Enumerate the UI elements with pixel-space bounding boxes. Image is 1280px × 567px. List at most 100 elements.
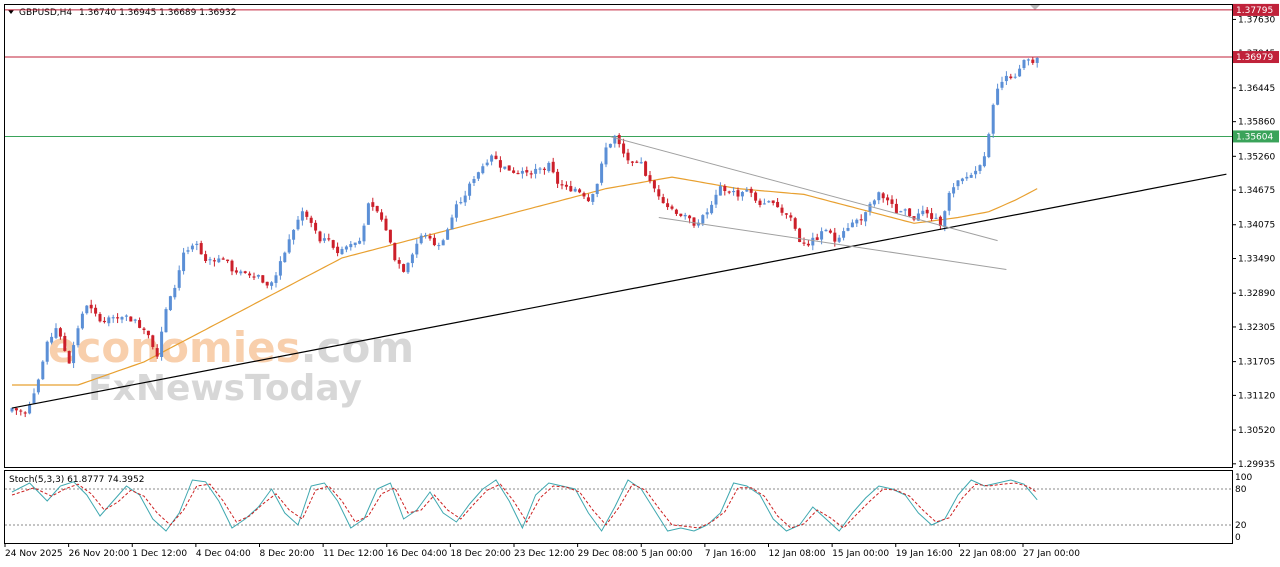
bull-candle [10,408,14,412]
shift-marker-icon[interactable] [1030,5,1040,10]
bull-candle [274,275,278,283]
bear-candle [798,228,802,243]
support-level-box [1233,130,1279,143]
bull-candle [732,190,736,193]
time-tick-label: 8 Dec 20:00 [260,549,315,559]
bull-candle [292,229,296,240]
bull-candle [124,315,128,317]
bull-candle [41,361,45,380]
bull-candle [366,203,370,225]
bear-candle [393,242,397,261]
bear-candle [886,197,890,201]
time-tick-label: 15 Jan 00:00 [832,549,889,559]
bull-candle [639,162,643,164]
bull-candle [996,88,1000,105]
resistance-level-box [1233,51,1279,64]
bull-candle [974,170,978,175]
bear-candle [151,335,155,347]
time-tick-label: 7 Jan 16:00 [705,549,757,559]
bull-candle [182,252,186,272]
bear-candle [776,201,780,208]
bear-candle [908,208,912,217]
bear-candle [384,218,388,231]
bull-candle [705,212,709,215]
bear-candle [67,351,71,364]
bear-candle [23,412,27,414]
watermark: economies.com FxNewsToday [48,323,414,409]
stoch-tick-label: 80 [1235,485,1247,495]
bull-candle [195,243,199,245]
bear-candle [261,275,265,283]
bull-candle [1035,57,1039,63]
bear-candle [397,260,401,264]
bull-candle [446,229,450,240]
bull-candle [28,404,32,414]
resistance-level-label: 1.36979 [1236,53,1273,63]
bull-candle [278,261,282,276]
stoch-main-line[interactable] [11,479,1038,532]
bear-candle [793,218,797,229]
ascending-trendline[interactable] [11,173,1227,409]
channel-line[interactable] [610,136,998,242]
bear-candle [155,348,159,357]
stoch-signal-line[interactable] [11,482,1038,529]
bull-candle [76,328,80,346]
bull-candle [1013,76,1017,78]
svg-text:economies.com: economies.com [48,323,414,372]
bear-candle [58,328,62,337]
bear-candle [138,320,142,328]
bull-candle [710,204,714,214]
bear-candle [859,219,863,221]
bull-candle [362,225,366,242]
bull-candle [454,204,458,218]
bull-candle [190,245,194,250]
bear-candle [204,254,208,261]
bear-candle [221,258,225,260]
header-ohlc: 1.36740 1.36945 1.36689 1.36932 [79,8,236,18]
time-tick-label: 5 Jan 00:00 [641,549,693,559]
time-tick-label: 1 Dec 12:00 [132,549,187,559]
bull-candle [107,317,111,324]
bear-candle [248,273,252,276]
bull-candle [410,254,414,264]
bear-candle [116,317,120,319]
bull-candle [842,231,846,238]
bull-candle [978,165,982,171]
bear-candle [129,316,133,322]
collapse-triangle-icon[interactable] [8,10,14,14]
bear-candle [1031,59,1035,63]
bull-candle [485,162,489,166]
bull-candle [111,317,115,319]
bear-candle [243,271,247,273]
price-tick-label: 1.35860 [1238,118,1275,128]
bull-candle [965,176,969,179]
bear-candle [428,235,432,239]
bear-candle [644,161,648,176]
bull-candle [947,192,951,211]
channel-line[interactable] [658,217,1007,270]
price-tick-label: 1.37630 [1238,15,1275,25]
bear-candle [635,161,639,163]
bull-candle [349,244,353,248]
stoch-title: Stoch(5,3,3) 61.8777 74.3952 [9,475,144,485]
bull-candle [952,187,956,194]
bull-candle [538,168,542,170]
bull-candle [520,170,524,174]
time-tick-label: 23 Dec 12:00 [514,549,575,559]
bull-candle [45,341,49,362]
bear-candle [234,270,238,273]
bull-candle [85,305,89,314]
bull-candle [696,222,700,226]
bull-candle [591,194,595,202]
support-level-label: 1.35604 [1236,132,1273,142]
bull-candle [811,237,815,246]
bear-candle [94,307,98,314]
stoch-tick-label: 20 [1235,521,1247,531]
price-tick-label: 1.29935 [1238,460,1275,470]
bull-candle [177,270,181,288]
bull-candle [855,219,859,224]
bull-candle [573,188,577,192]
bull-candle [547,162,551,172]
bull-candle [864,212,868,222]
ma-line[interactable] [12,176,1038,386]
